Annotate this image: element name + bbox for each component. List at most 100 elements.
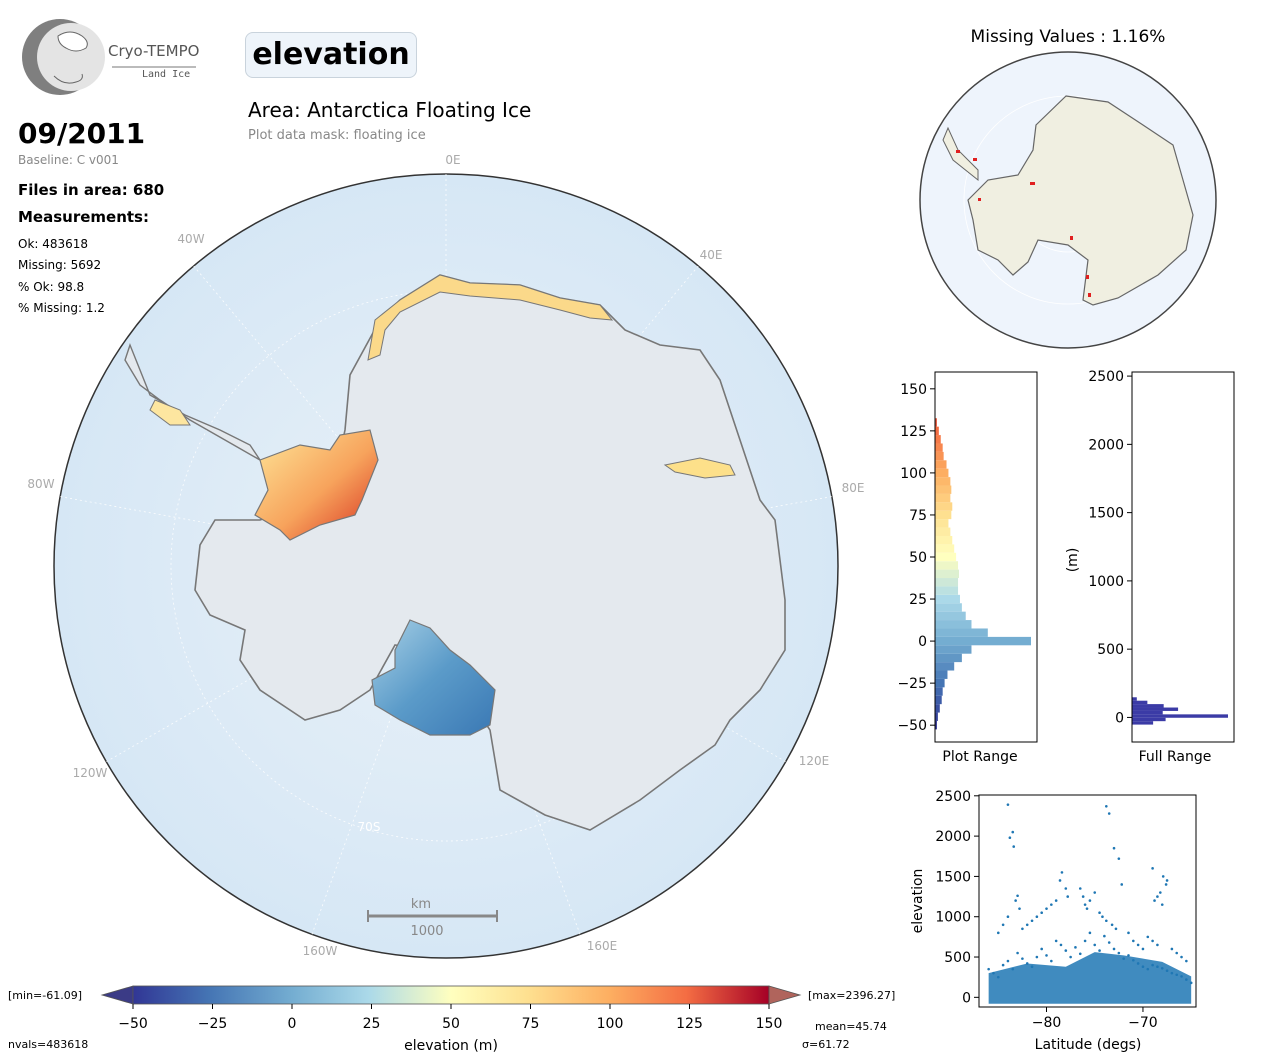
histogram-bar xyxy=(1132,704,1164,708)
tick-label: 1000 xyxy=(935,910,971,926)
scatter-point xyxy=(1074,946,1077,949)
scatter-point xyxy=(1025,923,1029,927)
scatter-point xyxy=(1098,911,1101,914)
scatter-ylabel: elevation xyxy=(910,869,926,934)
scatter-point xyxy=(1064,887,1068,890)
histogram-bar xyxy=(935,519,949,528)
tick-label: 1000 xyxy=(1088,574,1124,590)
plot-range-ticks: −50 −25 0 25 50 75 100 125 150 xyxy=(897,382,935,734)
missing-values-map xyxy=(919,51,1217,349)
antarctica-landmass xyxy=(194,274,786,831)
longitude-labels: 0E 40E 80E 120E 160E 160W 120W 80W 40W xyxy=(27,153,864,958)
tick-label: 150 xyxy=(900,382,927,398)
scatter-xlabel: Latitude (degs) xyxy=(1035,1037,1142,1053)
scatter-point xyxy=(1050,903,1053,906)
scatter-density xyxy=(988,952,1192,1004)
tick-label: 150 xyxy=(756,1016,783,1032)
histogram-bar xyxy=(935,670,948,679)
scatter-point xyxy=(1078,887,1082,890)
colorbar-gradient xyxy=(132,985,770,1005)
scatter-point xyxy=(1156,943,1159,947)
ok-count: Ok: 483618 xyxy=(18,237,89,251)
plot-range-xlabel: Plot Range xyxy=(942,749,1017,765)
histogram-bar xyxy=(935,485,952,494)
colorbar: −50 −25 0 25 50 75 100 125 150 [min=-61.09] [max… xyxy=(8,985,895,1054)
histogram-bar xyxy=(935,636,1031,646)
lat-label: 70S xyxy=(358,820,381,834)
scatter-point xyxy=(1114,927,1118,931)
scatter-point xyxy=(1141,947,1145,951)
histogram-bar xyxy=(935,704,940,713)
tick-label: 500 xyxy=(944,950,971,966)
histogram-bar xyxy=(935,527,951,536)
lon-label: 0E xyxy=(445,153,460,167)
histogram-bar xyxy=(935,603,962,612)
histogram-bar xyxy=(1132,717,1166,722)
colorbar-max-arrow xyxy=(768,985,802,1005)
scatter-point xyxy=(1153,899,1156,902)
scatter-point xyxy=(1161,875,1165,878)
scatter-point xyxy=(1117,857,1121,860)
tick-label: 0 xyxy=(962,990,971,1006)
tick-label: 125 xyxy=(900,424,927,440)
scatter-point xyxy=(1006,959,1010,963)
scatter-point xyxy=(1045,954,1048,957)
histogram-bar xyxy=(1132,697,1137,701)
scalebar-unit: km xyxy=(411,897,431,912)
colorbar-min-label: [min=-61.09] xyxy=(8,989,82,1002)
scatter-point xyxy=(1008,836,1012,840)
histogram-bar xyxy=(935,620,972,629)
tick-label: 2500 xyxy=(1088,369,1124,385)
histogram-bar xyxy=(935,493,951,503)
tick-label: −50 xyxy=(897,718,927,734)
histogram-bar xyxy=(935,418,937,427)
scatter-point xyxy=(1069,955,1072,959)
scatter-point xyxy=(1170,971,1174,975)
scatter-point xyxy=(1101,915,1104,919)
antarctic-peninsula xyxy=(124,342,261,461)
histogram-bar xyxy=(935,544,955,553)
scatter-point xyxy=(1040,947,1043,951)
histogram-bar xyxy=(935,645,972,654)
parameter-title: elevation xyxy=(245,32,417,78)
histogram-bar xyxy=(935,477,951,486)
files-count: Files in area: 680 xyxy=(18,181,165,199)
scatter-point xyxy=(1006,915,1010,919)
scatter-point xyxy=(1120,883,1124,886)
tick-label: 75 xyxy=(522,1016,540,1032)
scatter-ticks: 0 500 1000 1500 2000 2500 −80 −70 xyxy=(935,789,1157,1031)
cryo-tempo-logo: Cryo-TEMPO Land Ice xyxy=(18,16,208,100)
scatter-point xyxy=(1030,919,1034,923)
scatter-point xyxy=(996,931,1000,935)
histogram-bar xyxy=(935,561,959,570)
histogram-bar xyxy=(1132,714,1228,718)
missing-points xyxy=(956,150,1091,297)
histogram-bar xyxy=(935,535,953,545)
histogram-bar xyxy=(935,712,938,721)
histogram-bar xyxy=(935,611,966,621)
histogram-bar xyxy=(935,687,943,696)
colorbar-min-arrow xyxy=(100,985,134,1005)
scatter-point xyxy=(1151,939,1154,943)
histogram-bar xyxy=(935,460,947,469)
scatter-point xyxy=(1058,879,1062,882)
tick-label: 0 xyxy=(1115,710,1124,726)
scatter-point xyxy=(1107,941,1111,944)
date-label: 09/2011 xyxy=(18,117,146,150)
scatter-point xyxy=(1170,947,1174,951)
scatter-point xyxy=(1021,957,1024,960)
ross-ice-shelf xyxy=(371,619,496,736)
scatter-point xyxy=(1132,939,1135,943)
full-range-ticks: 0 500 1000 1500 2000 2500 xyxy=(1088,369,1132,726)
histogram-bar xyxy=(935,594,960,604)
scatter-point xyxy=(1160,903,1164,906)
lon-label: 120W xyxy=(73,766,108,780)
histogram-bar xyxy=(1132,710,1163,715)
scatter-point xyxy=(1175,951,1179,955)
full-range-ylabel: (m) xyxy=(1065,548,1081,573)
tick-label: 0 xyxy=(288,1016,297,1032)
scatter-point xyxy=(996,975,1000,979)
histogram-bar xyxy=(935,695,942,705)
scatter-point xyxy=(1103,934,1106,938)
